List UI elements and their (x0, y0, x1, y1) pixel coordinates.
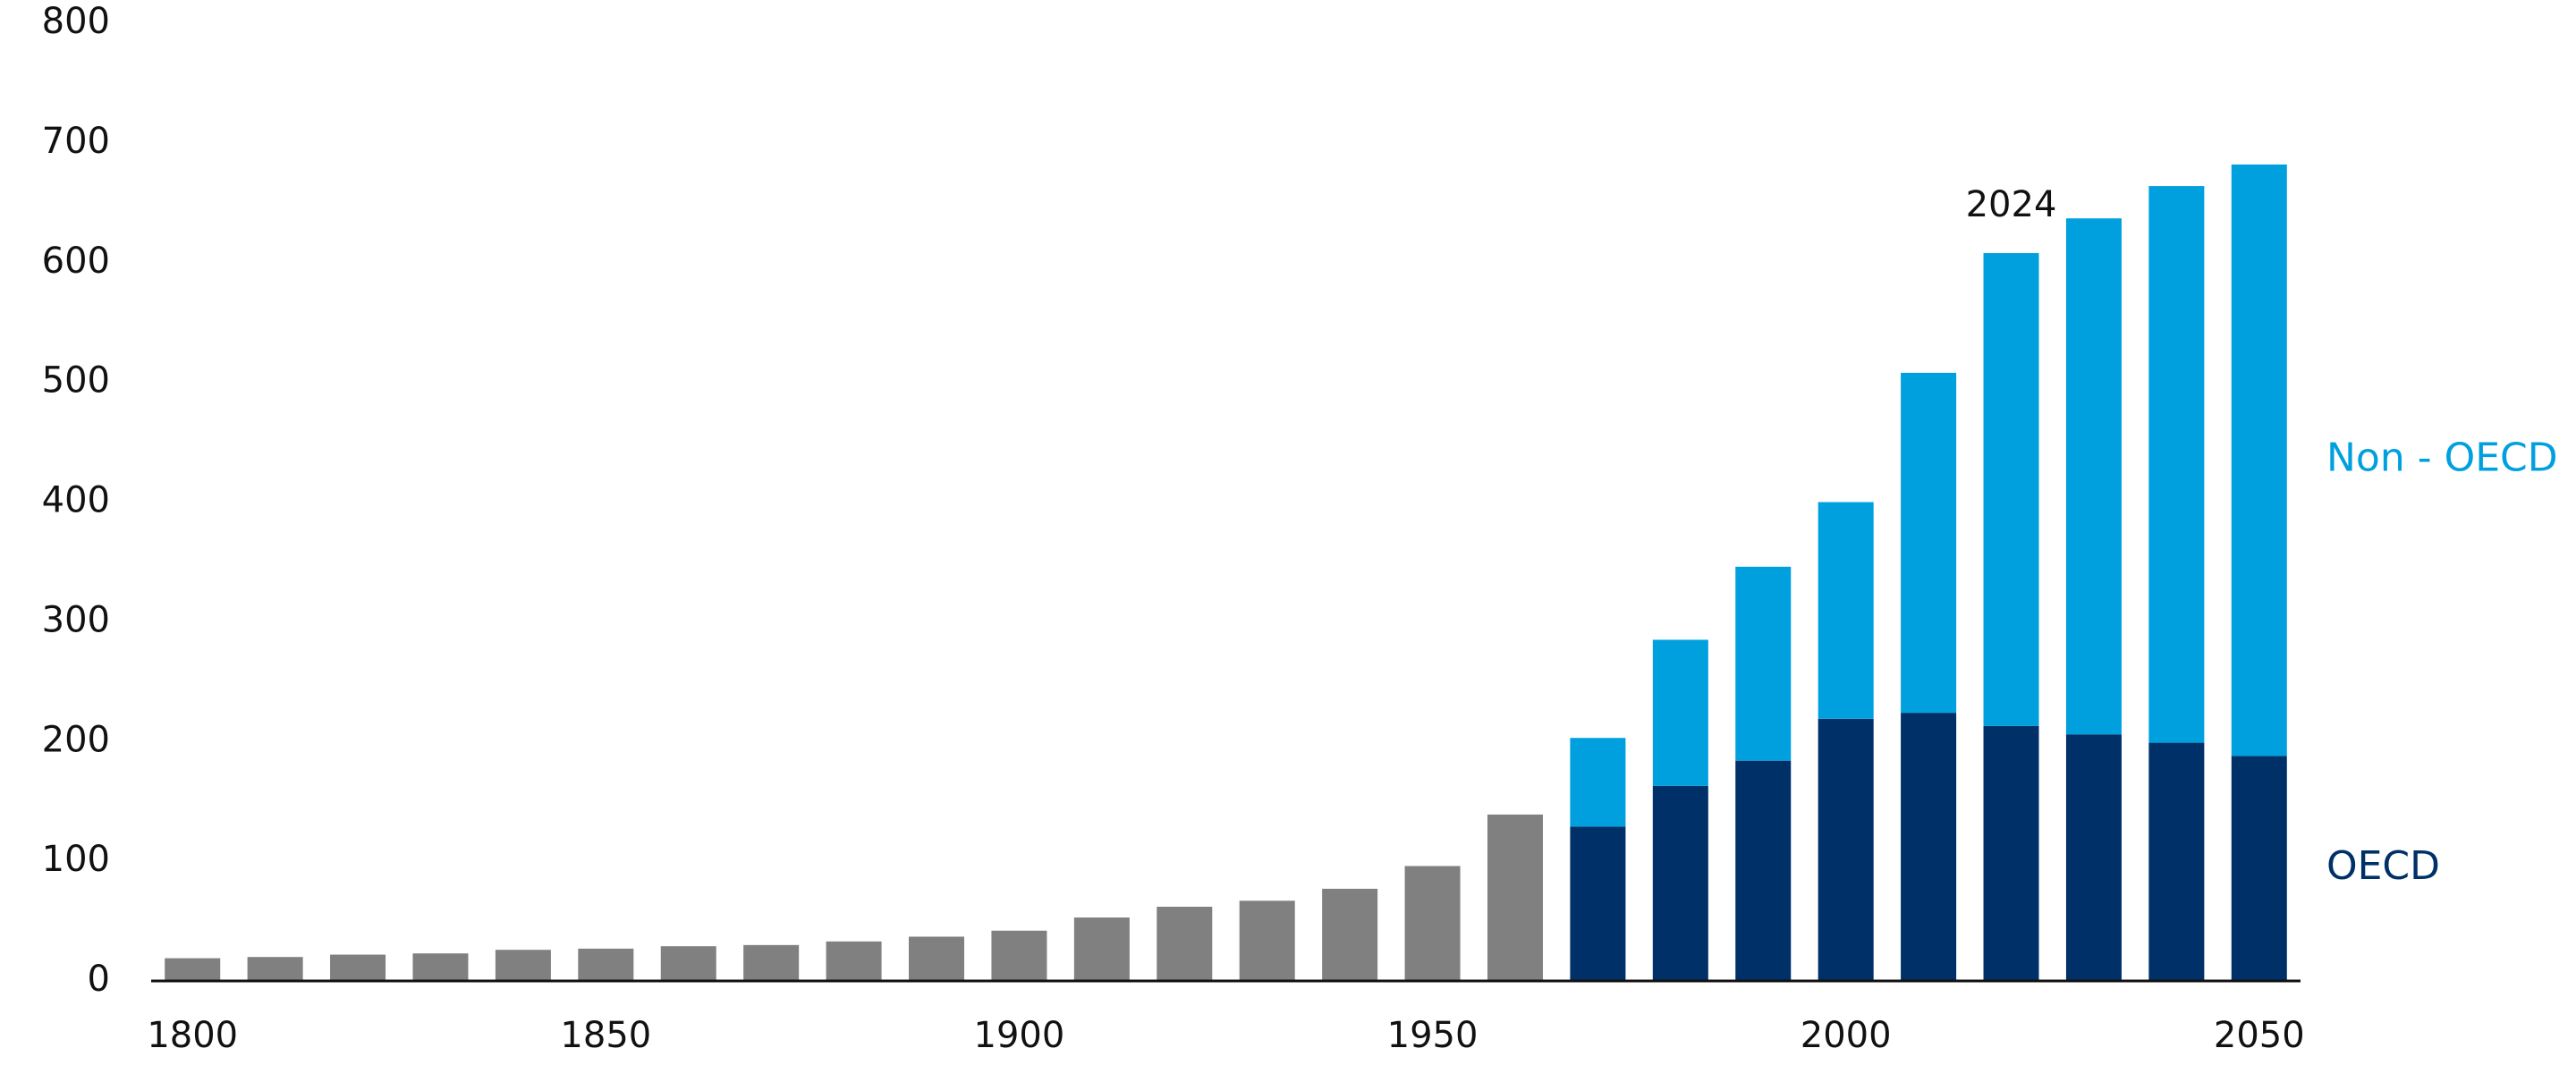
bar-segment (165, 958, 221, 981)
bar-segment (1652, 785, 1708, 981)
bar-segment (2065, 218, 2122, 735)
bar-segment (1735, 566, 1792, 761)
legend-label: OECD (2326, 843, 2440, 889)
bar-segment (826, 941, 882, 981)
bar-segment (2148, 186, 2205, 743)
bar-segment (2231, 756, 2287, 981)
y-tick-label: 600 (42, 241, 110, 282)
bar-segment (1983, 253, 2039, 726)
bar-segment (2231, 164, 2287, 757)
y-tick-label: 0 (88, 959, 110, 1000)
bar-segment (2065, 734, 2122, 981)
bar-segment (1487, 814, 1543, 981)
bar-segment (660, 946, 716, 981)
annotation: 2024 (1966, 184, 2057, 225)
bar-segment (330, 954, 386, 981)
x-tick-label: 2000 (1801, 1015, 1892, 1056)
bar-segment (1073, 917, 1130, 981)
bar-segment (909, 936, 965, 981)
x-tick-label: 2050 (2214, 1015, 2305, 1056)
x-tick-label: 1850 (560, 1015, 651, 1056)
bar-segment (1652, 639, 1708, 786)
y-tick-label: 800 (42, 1, 110, 42)
bar-segment (1983, 725, 2039, 981)
legend-label: Non - OECD (2326, 435, 2558, 481)
bar-segment (1570, 738, 1626, 827)
x-tick-label: 1950 (1387, 1015, 1479, 1056)
y-tick-label: 100 (42, 839, 110, 880)
bar-segment (495, 950, 551, 981)
bar-segment (2148, 742, 2205, 981)
bar-segment (412, 953, 469, 981)
bar-segment (1570, 826, 1626, 981)
bar-segment (991, 930, 1047, 981)
bar-segment (1901, 372, 1957, 714)
bar-segment (1818, 718, 1874, 981)
bar-segment (1239, 900, 1295, 981)
bar-segment (578, 948, 634, 981)
bar-segment (1404, 866, 1461, 981)
bar-segment (743, 944, 800, 981)
x-tick-label: 1900 (974, 1015, 1065, 1056)
bar-segment (1735, 760, 1792, 981)
bar-segment (1818, 502, 1874, 719)
y-tick-label: 300 (42, 599, 110, 640)
y-tick-label: 400 (42, 480, 110, 521)
bar-segment (1322, 888, 1378, 981)
bar-segment (1901, 713, 1957, 981)
bar-segment (247, 957, 303, 981)
y-tick-label: 500 (42, 360, 110, 402)
y-tick-label: 200 (42, 719, 110, 760)
y-tick-label: 700 (42, 121, 110, 162)
bar-segment (1157, 906, 1213, 981)
x-tick-label: 1800 (147, 1015, 238, 1056)
